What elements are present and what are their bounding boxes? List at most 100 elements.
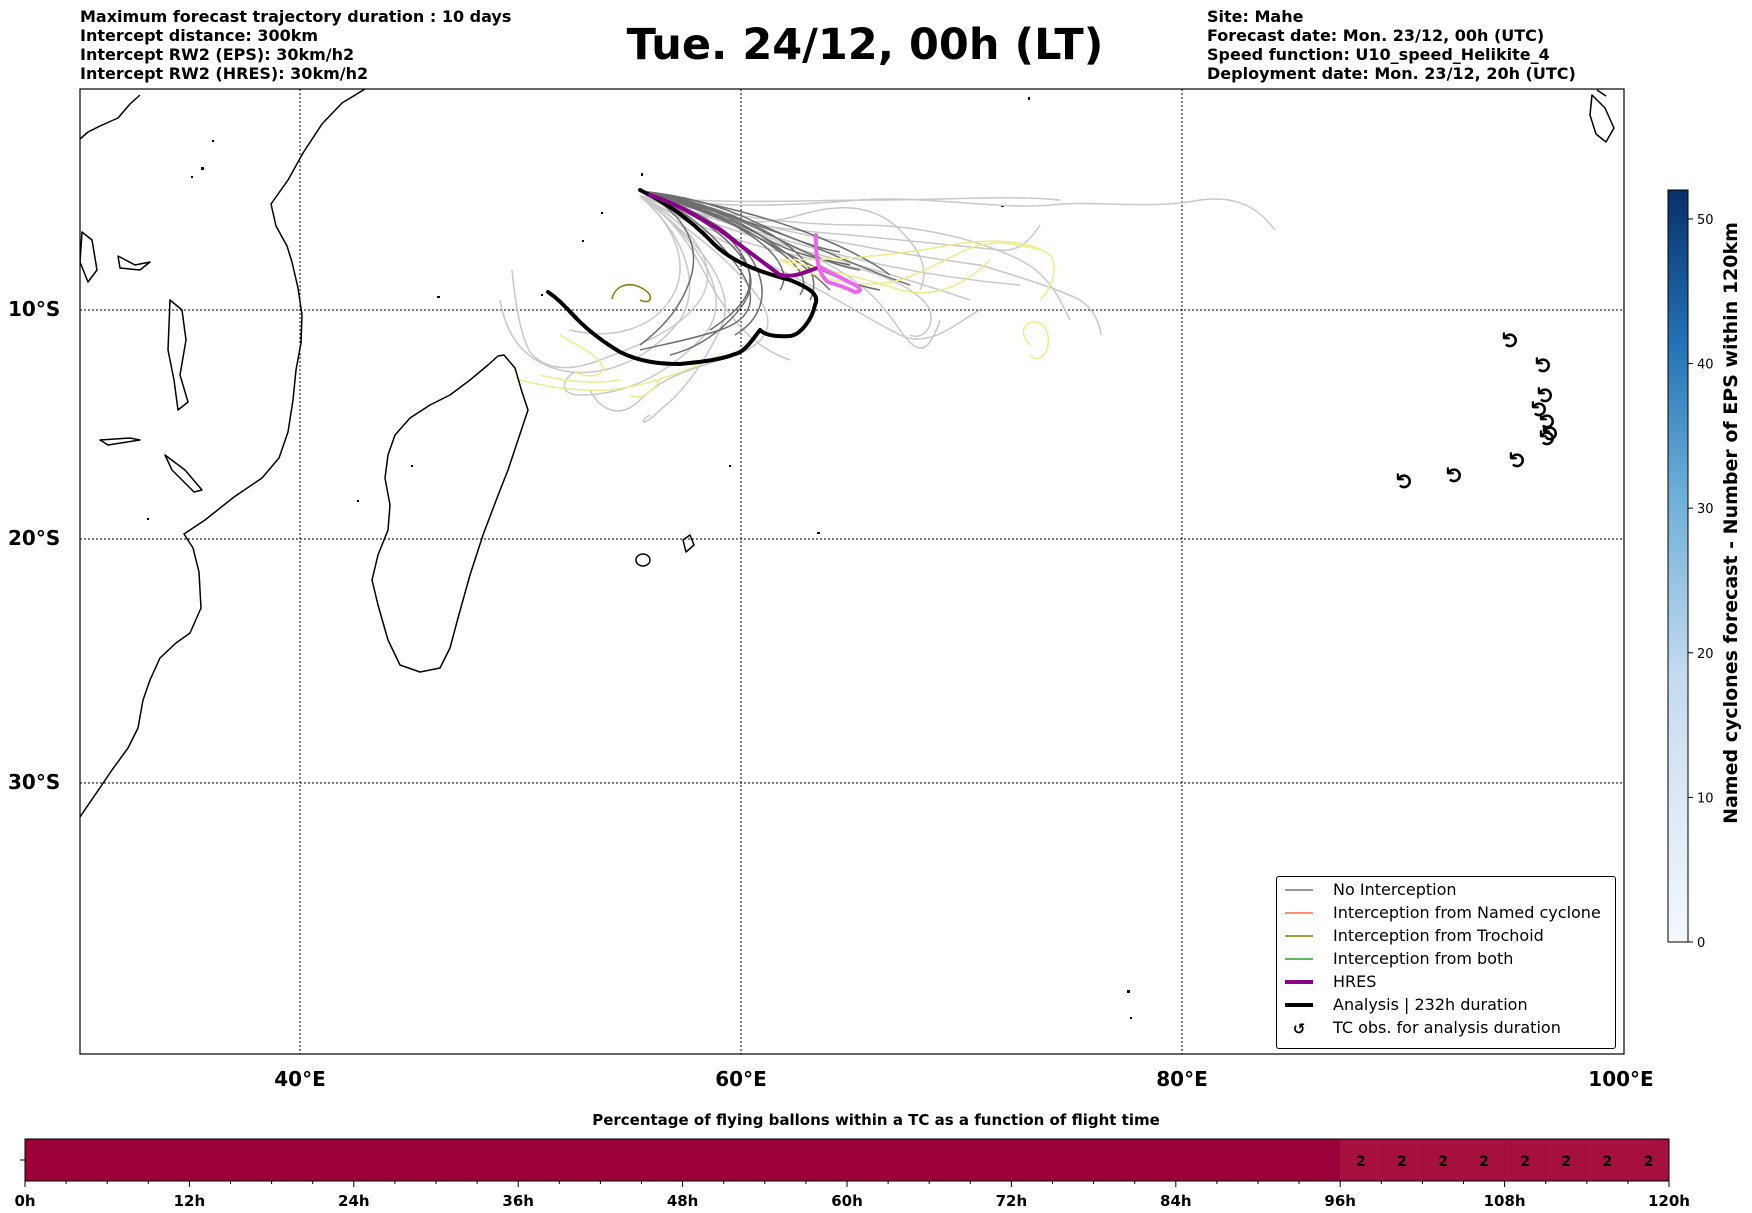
intercept-rw2-eps-text: Intercept RW2 (EPS): 30km/h2 — [80, 45, 355, 64]
colorbar: 0 10 20 30 40 50 — [1667, 189, 1714, 951]
deployment-date-text: Deployment date: Mon. 23/12, 20h (UTC) — [1207, 64, 1576, 83]
time-bar-tick-label: 24h — [338, 1192, 370, 1210]
colorbar-label: Named cyclones forecast - Number of EPS … — [1720, 222, 1742, 824]
time-bar-cell-value: 2 — [1438, 1154, 1448, 1170]
colorbar-tick-label: 0 — [1697, 936, 1705, 951]
trochoid-interception-trajectories — [611, 284, 652, 303]
lon-label-60e: 60°E — [715, 1067, 767, 1091]
lat-label-30s: 30°S — [8, 770, 61, 794]
chart-title: Tue. 24/12, 00h (LT) — [626, 20, 1104, 70]
tc-obs-icon: ↺ — [1528, 400, 1553, 418]
tc-obs-icon: ↺ — [1532, 356, 1557, 374]
time-bar-tick-label: 108h — [1484, 1192, 1526, 1210]
lon-label-80e: 80°E — [1156, 1067, 1208, 1091]
lake-zambia — [164, 454, 203, 493]
tc-observations: ↺ ↺ ↺ ↺ ↺ ↺ ↺ ↺ ↺ ↺ — [1393, 331, 1564, 490]
header-left-info: Maximum forecast trajectory duration : 1… — [80, 7, 511, 83]
time-bar-cell — [1422, 1139, 1464, 1181]
time-bar-tick-label: 48h — [667, 1192, 699, 1210]
tc-obs-icon: ↺ — [1506, 451, 1531, 469]
africa-coastline — [80, 89, 366, 818]
analysis-trajectory — [546, 188, 819, 366]
legend-key-line — [1285, 1003, 1313, 1007]
time-bar-cell — [1381, 1139, 1423, 1181]
tc-obs-icon: ↺ — [1539, 424, 1564, 442]
time-bar-cell — [1545, 1139, 1587, 1181]
intercept-distance-text: Intercept distance: 300km — [80, 26, 319, 45]
colorbar-tick-label: 50 — [1697, 213, 1714, 228]
time-bar-cell-value: 2 — [1561, 1154, 1571, 1170]
time-bar-tick-label: 84h — [1160, 1192, 1192, 1210]
legend: No Interception Interception from Named … — [1276, 876, 1616, 1049]
legend-key-line — [1285, 980, 1313, 984]
time-bar-tick-label: 72h — [996, 1192, 1028, 1210]
time-bar-tick-label: 60h — [831, 1192, 863, 1210]
time-bar-cell-value: 2 — [1520, 1154, 1530, 1170]
lake-malawi — [99, 437, 141, 446]
legend-key-line — [1285, 958, 1313, 960]
time-bar-cell-value: 2 — [1602, 1154, 1612, 1170]
coastlines — [80, 89, 1615, 818]
lat-label-20s: 20°S — [8, 526, 61, 550]
time-bar-cell-value: 2 — [1644, 1154, 1654, 1170]
intercept-rw2-hres-text: Intercept RW2 (HRES): 30km/h2 — [80, 64, 369, 83]
time-bar-cell-value: 2 — [1356, 1154, 1366, 1170]
time-bar-tick-label: 12h — [174, 1192, 206, 1210]
tc-obs-icon: ↺ — [1443, 466, 1468, 484]
colorbar-tick-label: 10 — [1697, 791, 1714, 806]
lon-label-40e: 40°E — [274, 1067, 326, 1091]
time-bar-tick-label: 0h — [14, 1192, 35, 1210]
colorbar-ticks: 0 10 20 30 40 50 — [1688, 213, 1714, 951]
time-bar-tick-label: 36h — [502, 1192, 534, 1210]
lake-tanganyika — [117, 255, 151, 271]
legend-key-line — [1285, 912, 1313, 914]
tc-obs-icon: ↺ — [1393, 472, 1418, 490]
hres-trajectory — [648, 193, 862, 294]
reunion-island — [635, 553, 651, 567]
time-bar-cells: 2 2 2 2 2 2 2 2 — [1340, 1139, 1669, 1181]
time-bar-tick-label: 96h — [1324, 1192, 1356, 1210]
arabia-coastline — [80, 94, 141, 140]
time-bar-ticks: 0h 12h 24h 36h 48h 60h 72h 84h 96h 108h 120h — [14, 1181, 1690, 1210]
time-bar-cell — [1340, 1139, 1382, 1181]
sri-lanka-coastline — [1589, 94, 1615, 143]
lat-label-10s: 10°S — [8, 297, 61, 321]
madagascar-coastline — [371, 354, 529, 673]
east-africa-lake — [80, 231, 98, 283]
time-bar-cell — [1627, 1139, 1669, 1181]
legend-key-line — [1285, 935, 1313, 937]
forecast-date-text: Forecast date: Mon. 23/12, 00h (UTC) — [1207, 26, 1545, 45]
time-bar-title: Percentage of flying ballons within a TC… — [592, 1111, 1160, 1129]
maldives-island — [1596, 89, 1607, 97]
site-text: Site: Mahe — [1207, 7, 1304, 26]
gridlines — [80, 89, 1624, 1054]
max-duration-text: Maximum forecast trajectory duration : 1… — [80, 7, 512, 26]
lon-label-100e: 100°E — [1588, 1067, 1654, 1091]
small-islands — [147, 97, 1132, 1019]
tc-obs-icon: ↺ — [1293, 1020, 1306, 1038]
svg-text:↺: ↺ — [1293, 1020, 1306, 1038]
mauritius-island — [682, 534, 695, 553]
map-frame — [79, 88, 1625, 1055]
colorbar-tick-label: 40 — [1697, 358, 1714, 373]
time-bar-cell — [1504, 1139, 1546, 1181]
time-bar-cell-value: 2 — [1479, 1154, 1489, 1170]
tc-obs-icon: ↺ — [1534, 386, 1559, 404]
tc-obs-icon: ↺ — [1499, 331, 1524, 349]
time-bar-cell — [1463, 1139, 1505, 1181]
colorbar-tick-label: 30 — [1697, 502, 1714, 517]
header-right-info: Site: Mahe Forecast date: Mon. 23/12, 00… — [1207, 7, 1576, 83]
speed-function-text: Speed function: U10_speed_Helikite_4 — [1207, 45, 1550, 64]
time-bar-cell-value: 2 — [1397, 1154, 1407, 1170]
legend-key-line — [1285, 889, 1313, 891]
time-bar: 2 2 2 2 2 2 2 2 0h 12h 24h 36h 48h 60h 72h 84h 96h 108h 1… — [14, 1138, 1690, 1210]
tc-obs-icon: ↺ — [1536, 412, 1561, 430]
time-bar-tick-label: 120h — [1648, 1192, 1690, 1210]
lake-victoria — [167, 299, 189, 411]
eps-trajectories-far — [499, 195, 1276, 423]
colorbar-gradient — [1667, 189, 1689, 943]
colorbar-tick-label: 20 — [1697, 647, 1714, 662]
tc-obs-icon: ↺ — [1536, 429, 1561, 447]
time-bar-cell — [1586, 1139, 1628, 1181]
